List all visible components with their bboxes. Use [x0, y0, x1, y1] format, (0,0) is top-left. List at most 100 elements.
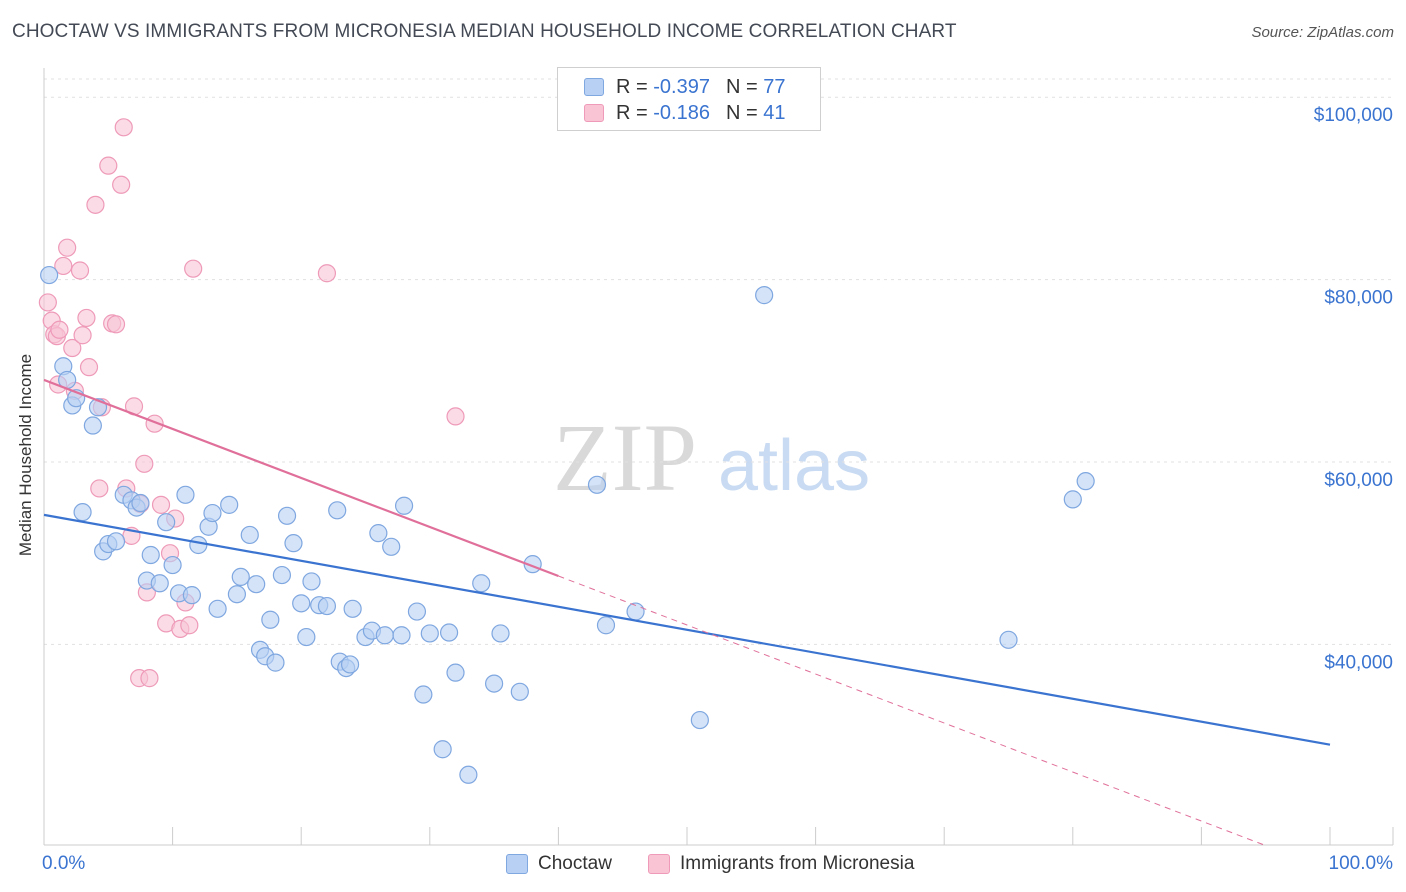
micronesia-point — [63, 338, 82, 358]
legend-n-label: N = — [725, 75, 758, 98]
y-tick-label: $100,000 — [1314, 105, 1393, 126]
micronesia-point — [140, 669, 159, 688]
choctaw-point — [439, 623, 459, 642]
choctaw-point — [292, 594, 311, 613]
choctaw-point — [414, 685, 433, 704]
bottom-legend-swatch-pink — [648, 854, 670, 874]
choctaw-point — [491, 624, 510, 643]
micronesia-point — [135, 454, 154, 473]
micronesia-trend-line — [43, 378, 559, 578]
choctaw-point — [459, 765, 478, 784]
choctaw-point — [485, 674, 504, 693]
legend-n-label: N = — [725, 101, 758, 124]
choctaw-point — [394, 496, 414, 515]
x-tick-label: 100.0% — [1329, 853, 1394, 874]
choctaw-point — [382, 537, 401, 556]
legend-r-value: -0.397 — [653, 75, 710, 98]
legend-r-value: -0.186 — [653, 101, 710, 124]
legend-r-label: R = — [616, 101, 648, 124]
choctaw-point — [176, 485, 195, 504]
micronesia-point — [73, 326, 92, 345]
micronesia-point — [106, 315, 126, 334]
choctaw-point — [73, 503, 92, 522]
choctaw-point — [690, 710, 709, 730]
choctaw-point — [1076, 472, 1095, 491]
x-tick-label: 0.0% — [42, 853, 85, 874]
bottom-legend-swatch-blue — [506, 854, 528, 874]
choctaw-point — [472, 574, 491, 593]
choctaw-point — [407, 602, 427, 621]
choctaw-point — [420, 624, 439, 643]
choctaw-point — [141, 545, 160, 565]
y-tick-label: $60,000 — [1324, 470, 1393, 491]
choctaw-point — [755, 286, 774, 305]
bottom-legend-micronesia: Immigrants from Micronesia — [648, 851, 914, 877]
watermark-zip: ZIP — [553, 404, 697, 511]
micronesia-point — [180, 616, 199, 635]
choctaw-point — [261, 610, 280, 629]
choctaw-point — [277, 506, 297, 525]
micronesia-point — [112, 175, 131, 194]
micronesia-point — [70, 261, 90, 280]
micronesia-point — [90, 479, 109, 498]
choctaw-point — [83, 416, 102, 435]
choctaw-point — [433, 740, 452, 759]
micronesia-trend-extension — [558, 575, 1266, 847]
choctaw-point — [596, 616, 616, 635]
choctaw-point — [587, 475, 607, 494]
choctaw-point — [106, 532, 126, 551]
choctaw-point — [369, 524, 388, 543]
y-axis-label: Median Household Income — [16, 353, 35, 557]
micronesia-point — [151, 495, 171, 514]
choctaw-point — [208, 599, 227, 618]
choctaw-point — [272, 565, 292, 585]
micronesia-point — [317, 264, 337, 283]
choctaw-point — [284, 534, 303, 553]
legend-row-micronesia: R = -0.186 N = 41 — [584, 101, 785, 125]
choctaw-point — [392, 626, 411, 645]
micronesia-point — [99, 156, 118, 175]
choctaw-point — [317, 596, 337, 616]
legend-r-label: R = — [616, 75, 648, 98]
legend-swatch-blue — [584, 78, 604, 96]
bottom-legend-label: Choctaw — [538, 853, 612, 874]
micronesia-point — [184, 259, 203, 278]
chart-source: Source: ZipAtlas.com — [1251, 24, 1394, 41]
choctaw-point — [189, 535, 208, 555]
legend-n-value: 41 — [763, 101, 786, 124]
legend-row-choctaw: R = -0.397 N = 77 — [584, 75, 785, 99]
choctaw-point — [203, 503, 222, 523]
micronesia-point — [50, 320, 69, 339]
micronesia-point — [77, 308, 96, 328]
chart-title: CHOCTAW VS IMMIGRANTS FROM MICRONESIA ME… — [12, 21, 957, 42]
choctaw-point — [999, 630, 1018, 649]
choctaw-point — [40, 265, 59, 285]
micronesia-point — [446, 407, 465, 426]
micronesia-point — [58, 238, 77, 257]
choctaw-point — [343, 599, 362, 618]
micronesia-point — [114, 118, 133, 137]
bottom-legend-choctaw: Choctaw — [506, 851, 612, 877]
legend-n-value: 77 — [763, 75, 786, 98]
choctaw-point — [150, 574, 169, 593]
y-tick-label: $80,000 — [1324, 288, 1393, 309]
choctaw-point — [240, 525, 259, 545]
micronesia-point — [38, 293, 57, 312]
choctaw-point — [247, 575, 266, 594]
choctaw-point — [446, 663, 465, 682]
choctaw-point — [231, 567, 250, 587]
choctaw-point — [163, 555, 182, 575]
micronesia-point — [54, 256, 73, 276]
choctaw-point — [510, 682, 529, 701]
correlation-legend: R = -0.397 N = 77 R = -0.186 N = 41 — [557, 67, 821, 131]
bottom-legend-label: Immigrants from Micronesia — [680, 853, 915, 874]
micronesia-point — [79, 358, 99, 377]
choctaw-point — [157, 513, 176, 532]
choctaw-point — [227, 585, 246, 604]
y-tick-label: $40,000 — [1324, 652, 1393, 673]
choctaw-point — [131, 493, 150, 513]
choctaw-point — [182, 586, 201, 605]
micronesia-point — [86, 195, 105, 214]
choctaw-point — [1063, 490, 1082, 509]
